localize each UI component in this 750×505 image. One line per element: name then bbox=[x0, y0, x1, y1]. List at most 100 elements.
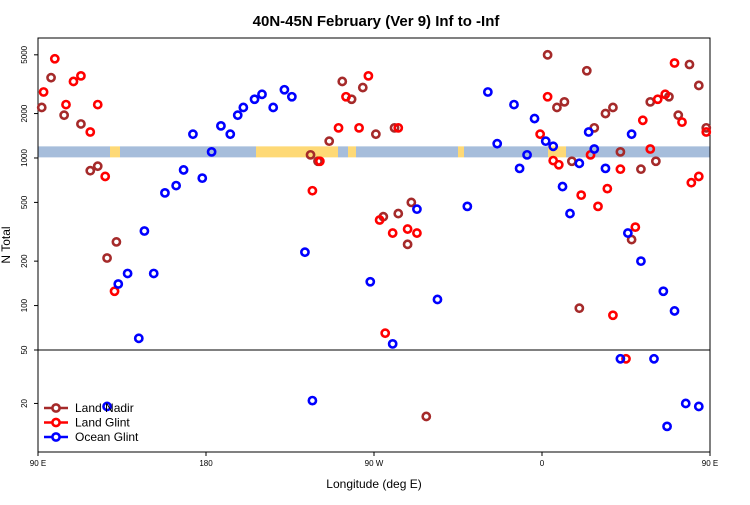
data-point bbox=[553, 159, 564, 170]
data-point bbox=[669, 58, 680, 68]
x-tick-label: 90 E bbox=[30, 459, 46, 468]
band-segment bbox=[624, 146, 710, 158]
data-point bbox=[68, 76, 79, 87]
band-segment bbox=[338, 146, 348, 158]
data-point bbox=[171, 180, 182, 191]
data-point bbox=[637, 115, 648, 126]
legend-label: Ocean Glint bbox=[75, 430, 139, 444]
data-point bbox=[432, 294, 443, 305]
legend-label: Land Glint bbox=[75, 416, 130, 430]
data-point bbox=[61, 99, 71, 110]
data-point bbox=[268, 102, 279, 113]
data-point bbox=[38, 87, 49, 97]
data-point bbox=[615, 164, 626, 175]
data-point bbox=[76, 119, 86, 129]
data-point bbox=[113, 279, 124, 289]
data-point bbox=[701, 122, 712, 133]
data-point bbox=[76, 70, 86, 81]
data-point bbox=[300, 247, 310, 258]
legend-marker bbox=[51, 432, 61, 442]
data-point bbox=[693, 80, 704, 91]
data-point bbox=[324, 136, 335, 147]
y-tick-label: 2000 bbox=[20, 104, 29, 122]
band-segment bbox=[110, 146, 120, 158]
data-point bbox=[160, 187, 170, 198]
band-segment bbox=[548, 146, 566, 158]
data-point bbox=[92, 161, 103, 172]
data-point bbox=[365, 276, 376, 287]
data-point bbox=[102, 253, 112, 263]
data-point bbox=[49, 53, 60, 64]
y-tick-label: 5000 bbox=[20, 45, 29, 63]
data-point bbox=[357, 82, 368, 93]
plot-frame bbox=[37, 37, 711, 453]
data-point bbox=[593, 201, 603, 212]
data-point bbox=[380, 328, 391, 339]
data-point bbox=[109, 286, 120, 297]
data-point bbox=[307, 185, 318, 196]
data-point bbox=[59, 110, 70, 121]
data-point bbox=[615, 353, 626, 364]
data-point bbox=[509, 99, 519, 110]
band-segment bbox=[464, 146, 548, 158]
y-tick-label: 1000 bbox=[20, 149, 29, 167]
data-point bbox=[46, 72, 56, 83]
data-point bbox=[139, 226, 150, 236]
x-tick-label: 90 W bbox=[365, 459, 384, 468]
data-point bbox=[286, 91, 297, 102]
data-point bbox=[693, 401, 704, 412]
data-point bbox=[341, 91, 351, 102]
data-point bbox=[557, 181, 568, 192]
data-point bbox=[673, 110, 684, 121]
band-segment bbox=[458, 146, 464, 158]
data-point bbox=[402, 239, 413, 250]
data-point bbox=[522, 149, 532, 160]
data-point bbox=[626, 129, 637, 140]
data-point bbox=[589, 144, 600, 154]
data-point bbox=[565, 208, 575, 219]
data-point bbox=[393, 122, 404, 133]
x-tick-label: 0 bbox=[540, 459, 545, 468]
y-axis-label: N Total bbox=[0, 226, 13, 263]
band-segment bbox=[256, 146, 338, 158]
data-point bbox=[354, 122, 364, 133]
data-point bbox=[600, 163, 611, 174]
data-point bbox=[621, 353, 631, 364]
data-point bbox=[85, 165, 96, 176]
data-point bbox=[658, 286, 669, 297]
data-point bbox=[535, 129, 546, 140]
data-point bbox=[576, 190, 587, 201]
data-point bbox=[693, 171, 704, 182]
data-point bbox=[636, 164, 646, 175]
chart-title: 40N-45N February (Ver 9) Inf to -Inf bbox=[253, 13, 501, 30]
data-point bbox=[482, 87, 493, 97]
data-point bbox=[608, 102, 618, 113]
band-segment bbox=[120, 146, 256, 158]
band-segment bbox=[356, 146, 458, 158]
data-point bbox=[370, 129, 381, 140]
legend-marker bbox=[51, 403, 61, 413]
data-point bbox=[406, 197, 417, 208]
data-point bbox=[36, 102, 47, 113]
legend-marker bbox=[51, 417, 61, 428]
data-point bbox=[559, 96, 570, 107]
data-point bbox=[402, 224, 413, 234]
data-point bbox=[514, 163, 525, 174]
data-point bbox=[669, 306, 680, 316]
data-point bbox=[684, 59, 695, 70]
series-land-nadir bbox=[36, 49, 712, 422]
data-point bbox=[636, 256, 646, 267]
data-point bbox=[630, 222, 641, 233]
data-point bbox=[492, 138, 503, 149]
x-tick-label: 180 bbox=[199, 459, 213, 468]
data-point bbox=[615, 146, 626, 157]
data-point bbox=[111, 237, 122, 247]
data-point bbox=[374, 215, 385, 225]
data-point bbox=[216, 120, 226, 131]
data-point bbox=[622, 228, 633, 238]
band-segment bbox=[348, 146, 356, 158]
data-point bbox=[677, 117, 687, 128]
band-strip bbox=[38, 146, 710, 158]
data-point bbox=[529, 113, 540, 124]
